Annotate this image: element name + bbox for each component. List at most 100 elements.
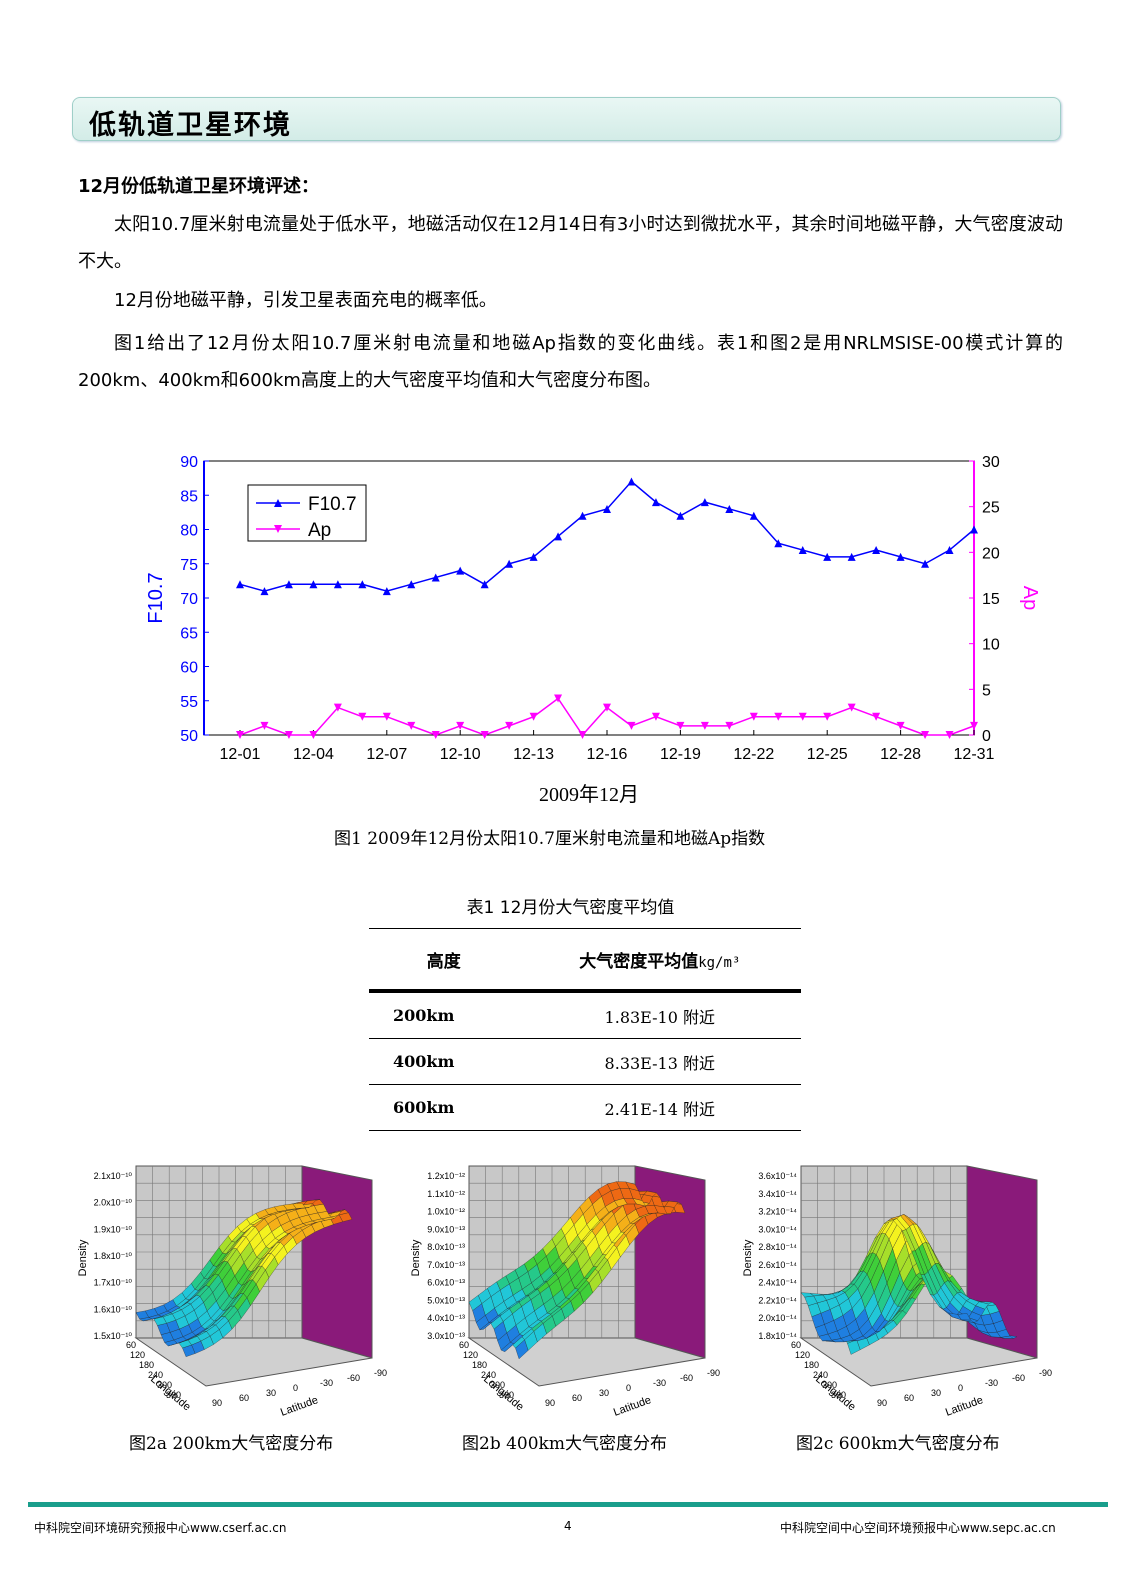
column-header-density: 大气密度平均值kg/m³	[518, 928, 801, 993]
figure1-caption: 图1 2009年12月份太阳10.7厘米射电流量和地磁Ap指数	[334, 829, 766, 849]
f107-point	[554, 532, 563, 541]
ap-point	[260, 721, 269, 730]
latitude-tick-label: 60	[239, 1393, 249, 1403]
longitude-tick-label: 300	[490, 1380, 505, 1390]
f107-point	[431, 573, 440, 582]
f107-point	[358, 580, 367, 589]
density-cell: 1.83E-10 附近	[518, 991, 801, 1039]
latitude-tick-label: 0	[626, 1383, 631, 1393]
f107-point	[676, 511, 685, 520]
ap-point	[970, 721, 978, 730]
ap-point	[309, 731, 318, 739]
z-tick-label: 2.8x10⁻¹⁴	[758, 1242, 797, 1252]
latitude-axis-label: Latitude	[612, 1394, 653, 1419]
z-tick-label: 1.7x10⁻¹⁰	[94, 1278, 133, 1288]
f107-point	[970, 525, 978, 534]
density-surface-400km: 1.2x10⁻¹² 1.1x10⁻¹² 1.0x10⁻¹² 9.0x10⁻¹³ 8.0x…	[410, 1165, 720, 1419]
x-tick-label: 12-28	[880, 746, 921, 763]
f107-point	[823, 552, 832, 561]
y-tick-label: 75	[180, 557, 198, 574]
footer-left-link[interactable]: 中科院空间环境研究预报中心www.cserf.ac.cn	[34, 1521, 287, 1535]
latitude-tick-label: 30	[599, 1388, 609, 1398]
ap-point	[333, 703, 342, 712]
f107-point	[872, 546, 881, 555]
longitude-tick-label: 180	[804, 1360, 819, 1370]
f107-point	[236, 580, 244, 589]
longitude-tick-label: 240	[481, 1370, 496, 1380]
density-surface-600km: 3.6x10⁻¹⁴ 3.4x10⁻¹⁴ 3.2x10⁻¹⁴ 3.0x10⁻¹⁴ 2.8x…	[742, 1165, 1052, 1419]
f107-point	[529, 552, 538, 561]
longitude-tick-label: 360	[166, 1390, 181, 1400]
z-tick-label: 1.9x10⁻¹⁰	[94, 1224, 133, 1234]
longitude-tick-label: 240	[813, 1370, 828, 1380]
latitude-axis-label: Latitude	[279, 1394, 320, 1419]
y-tick-label: 80	[180, 523, 198, 540]
z-tick-label: 3.4x10⁻¹⁴	[758, 1189, 797, 1199]
density-cell: 8.33E-13 附近	[518, 1038, 801, 1085]
x-tick-label: 12-25	[807, 746, 848, 763]
x-tick-label: 12-16	[587, 746, 628, 763]
latitude-tick-label: 0	[958, 1383, 963, 1393]
ap-point	[505, 721, 514, 730]
f107-point	[578, 511, 587, 520]
section-banner: 低轨道卫星环境	[72, 97, 1061, 141]
y-tick-label: 90	[180, 454, 198, 471]
column-header-altitude: 高度	[369, 928, 519, 993]
page-number: 4	[564, 1519, 572, 1533]
f107-point	[700, 498, 709, 507]
z-tick-label: 5.0x10⁻¹³	[427, 1295, 465, 1305]
density-surface-200km: 2.1x10⁻¹⁰ 2.0x10⁻¹⁰ 1.9x10⁻¹⁰ 1.8x10⁻¹⁰ 1.7x…	[77, 1165, 387, 1419]
ap-point	[603, 703, 611, 712]
latitude-tick-label: 90	[877, 1398, 887, 1408]
ap-point	[700, 721, 709, 730]
longitude-tick-label: 60	[791, 1340, 801, 1350]
y2-tick-label: 0	[982, 728, 991, 745]
f107-point	[774, 539, 783, 548]
y-tick-label: 70	[180, 591, 198, 608]
f107-point	[407, 580, 416, 589]
latitude-tick-label: 90	[545, 1398, 555, 1408]
ap-point	[823, 712, 832, 721]
review-paragraph-2: 12月份地磁平静，引发卫星表面充电的概率低。	[114, 290, 497, 311]
review-heading: 12月份低轨道卫星环境评述：	[78, 176, 320, 197]
y-tick-label: 55	[180, 694, 198, 711]
x-axis-label: 2009年12月	[539, 783, 639, 806]
figure1-chart: 50 55 60 65 70 75 80 85 90 0 5 10 15 20 25 30 12-01 12-04…	[140, 445, 1041, 815]
ap-point	[921, 731, 930, 739]
f107-point	[749, 511, 758, 520]
ap-point	[431, 731, 440, 739]
z-tick-label: 3.0x10⁻¹³	[427, 1331, 465, 1341]
latitude-tick-label: -60	[1012, 1373, 1025, 1383]
f107-point	[921, 559, 930, 568]
z-tick-label: 6.0x10⁻¹³	[427, 1278, 465, 1288]
f107-point	[945, 546, 954, 555]
z-tick-label: 3.0x10⁻¹⁴	[758, 1224, 797, 1234]
z-tick-label: 8.0x10⁻¹³	[427, 1242, 465, 1252]
ap-point	[774, 712, 783, 721]
z-axis-label: Density	[410, 1239, 422, 1276]
ap-point	[798, 712, 807, 721]
longitude-tick-label: 180	[139, 1360, 154, 1370]
z-tick-label: 2.0x10⁻¹⁰	[94, 1198, 133, 1208]
f107-point	[627, 477, 636, 486]
z-tick-label: 1.0x10⁻¹²	[427, 1207, 465, 1217]
f107-point	[505, 559, 514, 568]
longitude-tick-label: 60	[459, 1340, 469, 1350]
footer-right-link[interactable]: 中科院空间中心空间环境预报中心www.sepc.ac.cn	[780, 1521, 1056, 1535]
ap-point	[236, 731, 244, 739]
y-axis-label: F10.7	[145, 572, 167, 623]
x-tick-label: 12-04	[293, 746, 334, 763]
ap-point	[358, 712, 367, 721]
y-tick-label: 60	[180, 660, 198, 677]
z-tick-label: 9.0x10⁻¹³	[427, 1224, 465, 1234]
latitude-tick-label: -30	[320, 1378, 333, 1388]
y-tick-label: 85	[180, 488, 198, 505]
surface-patch	[292, 1202, 306, 1209]
y2-tick-label: 5	[982, 682, 991, 699]
y2-axis-label: Ap	[1019, 586, 1040, 610]
longitude-tick-label: 180	[472, 1360, 487, 1370]
density-table: 高度 大气密度平均值kg/m³ 200km 1.83E-10 附近 400km …	[369, 928, 801, 1131]
y2-tick-label: 15	[982, 591, 1000, 608]
legend-marker	[274, 499, 282, 507]
f107-point	[382, 587, 391, 596]
